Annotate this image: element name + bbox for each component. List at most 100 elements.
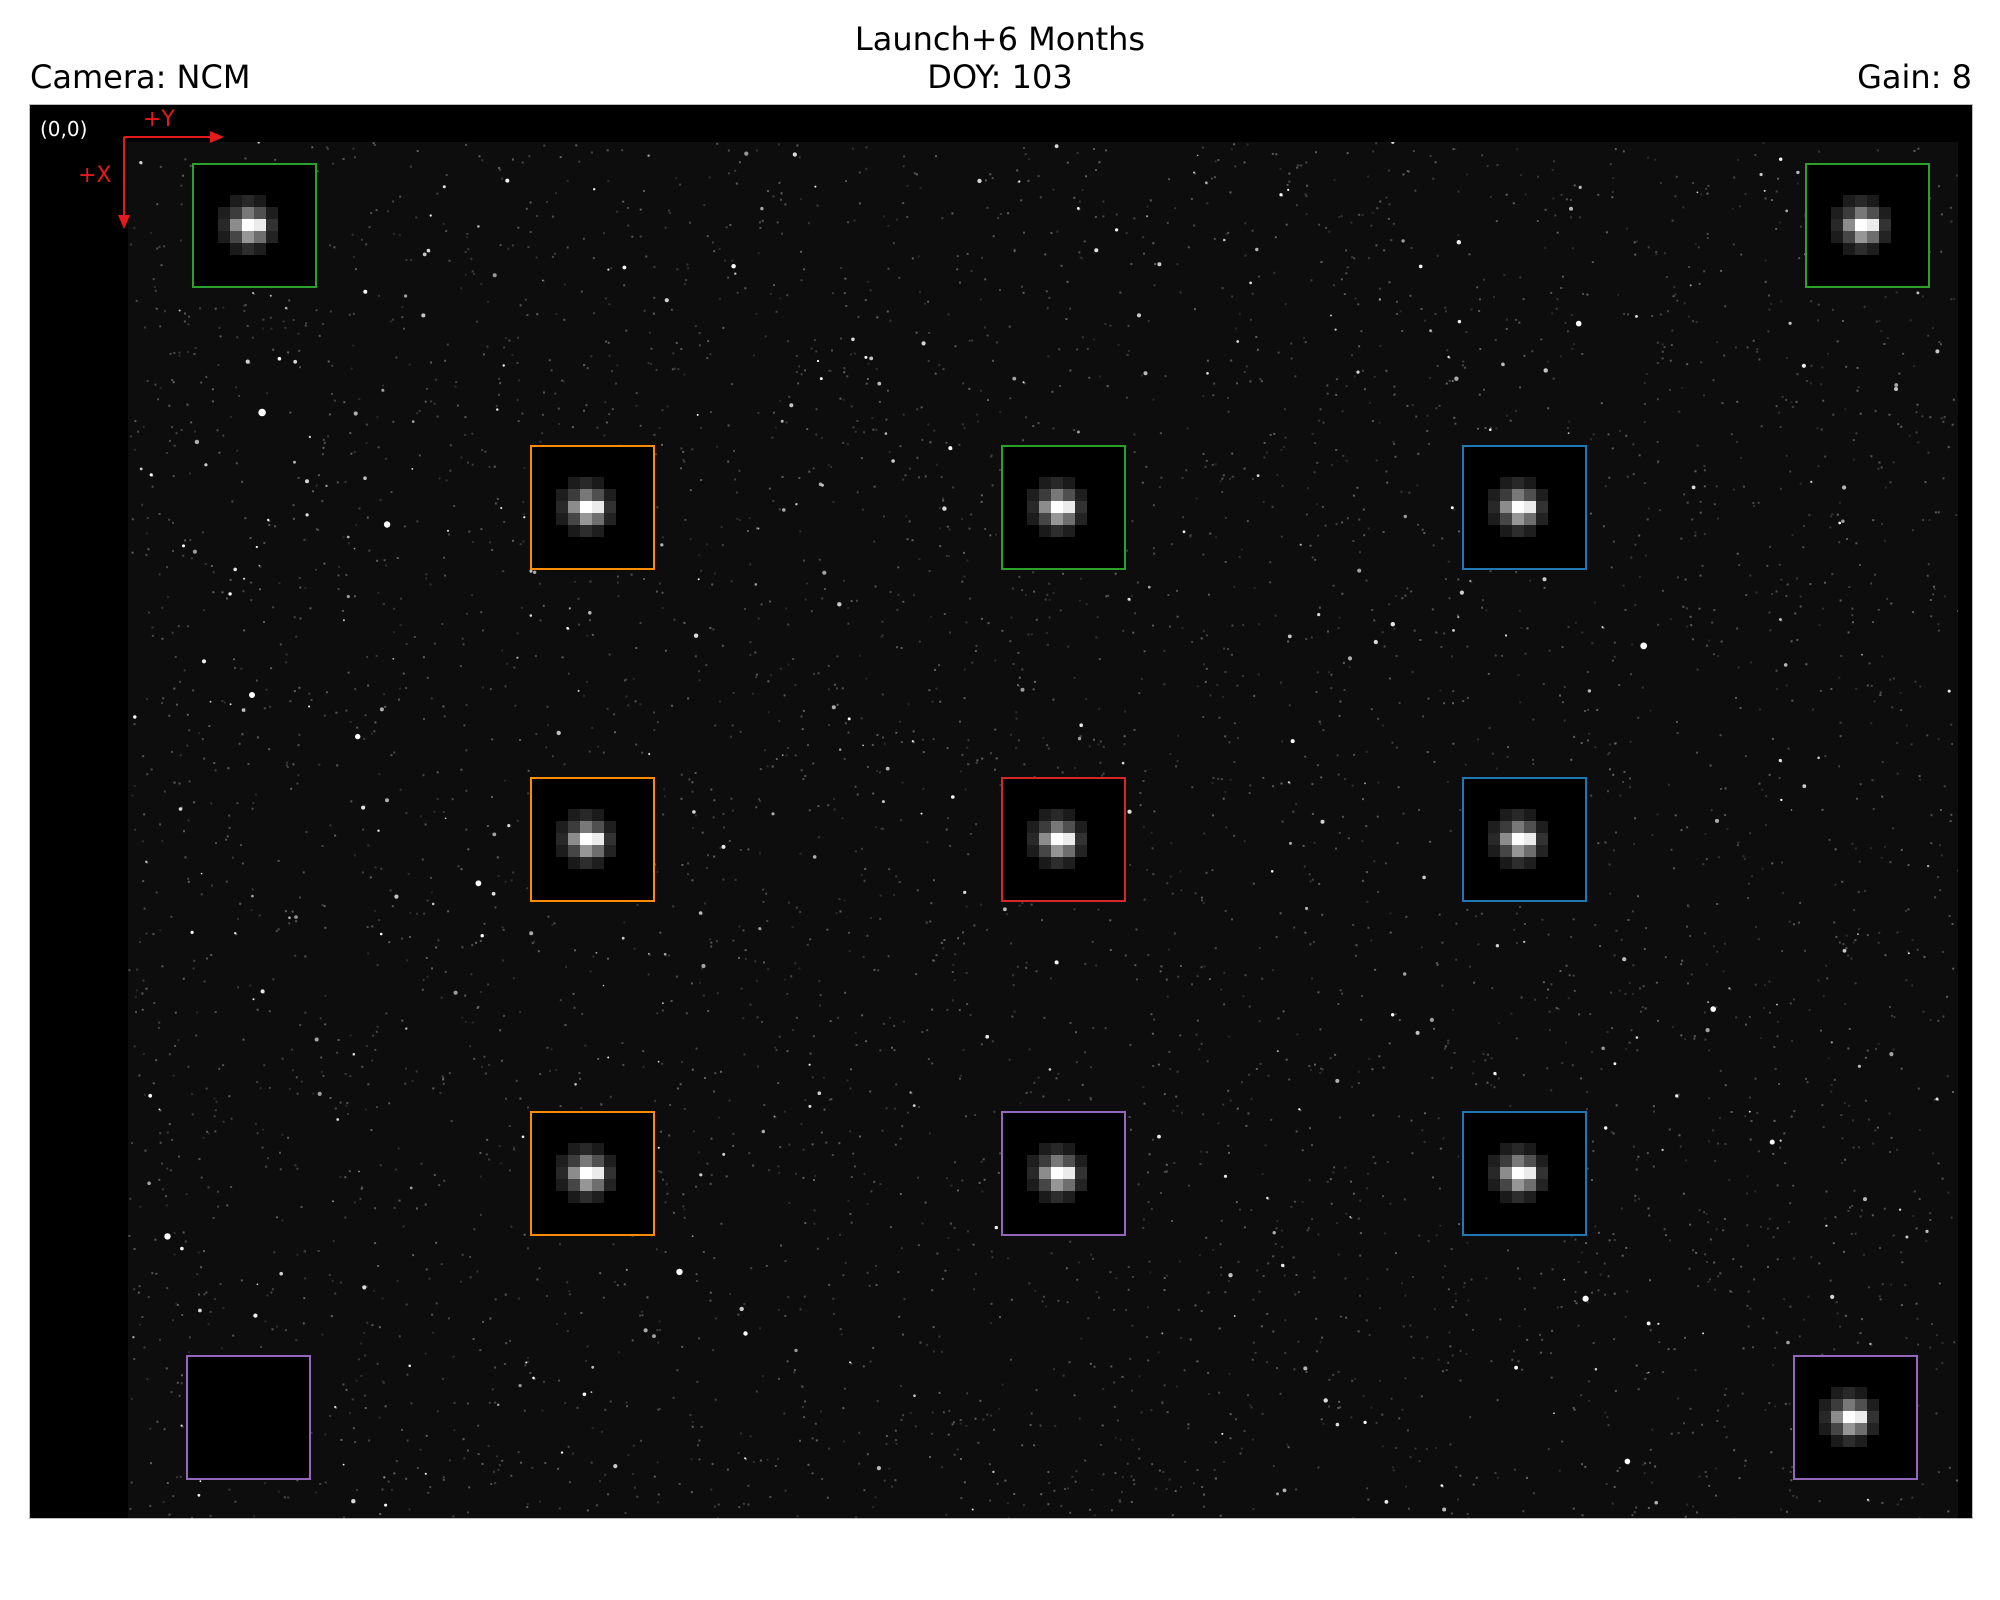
noise-pixel [1233,834,1236,837]
noise-pixel [1195,1033,1198,1036]
noise-pixel [1844,1314,1847,1317]
noise-pixel [1076,348,1079,351]
noise-pixel [1125,549,1128,552]
noise-pixel [182,1231,185,1234]
noise-pixel [1760,1225,1762,1228]
noise-pixel [972,1243,975,1246]
noise-pixel [436,798,439,801]
noise-pixel [471,944,474,947]
noise-pixel [392,318,394,321]
noise-pixel [1898,372,1901,375]
noise-pixel [295,1076,298,1079]
noise-pixel [1039,1424,1042,1427]
noise-pixel [1424,319,1427,322]
noise-pixel [1196,1469,1199,1472]
noise-pixel [1934,511,1937,514]
noise-pixel [1332,1373,1335,1376]
noise-pixel [707,340,710,343]
noise-pixel [633,947,636,950]
noise-pixel [1203,1493,1205,1496]
noise-pixel [345,1388,348,1391]
noise-pixel [291,910,294,913]
noise-pixel [564,1024,567,1027]
noise-pixel [670,1000,673,1002]
noise-pixel [549,1070,552,1073]
noise-pixel [916,408,919,411]
noise-pixel [409,165,412,168]
noise-pixel [168,439,171,442]
noise-pixel [401,937,403,940]
noise-pixel [1284,303,1287,306]
noise-pixel [768,1169,770,1172]
noise-pixel [656,590,658,593]
noise-pixel [1501,654,1504,657]
noise-pixel [744,607,747,610]
noise-pixel [1798,921,1800,924]
noise-pixel [1694,470,1697,473]
noise-pixel [146,698,149,700]
noise-pixel [1717,1142,1720,1145]
noise-pixel [1708,1484,1711,1487]
noise-pixel [1684,1336,1686,1339]
noise-pixel [1205,634,1208,637]
noise-pixel [1933,588,1936,591]
noise-pixel [1846,538,1848,540]
noise-pixel [751,692,754,695]
noise-pixel [680,447,683,450]
noise-pixel [1456,614,1459,617]
noise-pixel [1917,147,1920,150]
noise-pixel [1143,252,1145,255]
noise-pixel [993,768,996,771]
noise-pixel [172,1319,174,1322]
title-line-1: Launch+6 Months [854,20,1146,58]
noise-pixel [1644,403,1646,405]
noise-pixel [1608,476,1611,479]
noise-pixel [186,403,189,406]
noise-pixel [304,1277,307,1280]
noise-pixel [785,421,788,424]
noise-pixel [1371,420,1374,422]
noise-pixel [1205,1236,1208,1239]
noise-pixel [1746,1175,1749,1178]
noise-pixel [1242,675,1244,677]
noise-pixel [1941,950,1944,953]
noise-pixel [1836,513,1839,516]
noise-pixel [292,504,295,507]
noise-pixel [1856,1341,1859,1344]
noise-pixel [1550,1376,1553,1379]
noise-pixel [1213,1468,1216,1471]
noise-pixel [519,1010,522,1013]
noise-pixel [1559,355,1562,358]
noise-pixel [1426,430,1429,432]
noise-pixel [1189,535,1192,538]
noise-pixel [990,1414,992,1417]
noise-pixel [631,235,634,238]
noise-pixel [296,1092,299,1095]
noise-pixel [927,1058,930,1061]
noise-pixel [296,1479,299,1482]
noise-pixel [1214,536,1217,539]
noise-pixel [879,1049,882,1052]
noise-pixel [1378,1055,1381,1058]
noise-pixel [1649,1329,1652,1332]
noise-pixel [1544,246,1547,249]
noise-pixel [1200,966,1203,969]
noise-pixel [786,294,789,297]
noise-pixel [1447,1042,1450,1045]
noise-pixel [1636,1158,1638,1161]
noise-pixel [1735,1016,1738,1019]
noise-pixel [1779,221,1782,224]
noise-pixel [1881,795,1884,798]
noise-pixel [1140,374,1143,377]
noise-pixel [666,405,669,408]
noise-pixel [1680,963,1683,966]
noise-pixel [1179,964,1182,967]
noise-pixel [800,279,803,282]
noise-pixel [1081,336,1084,339]
noise-pixel [1113,1405,1116,1408]
noise-pixel [639,703,642,706]
noise-pixel [1229,191,1232,194]
noise-pixel [442,1478,445,1481]
noise-pixel [659,1329,661,1331]
noise-pixel [1092,338,1095,341]
